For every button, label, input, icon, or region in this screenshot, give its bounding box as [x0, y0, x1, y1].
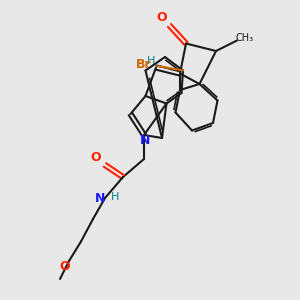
Text: O: O [156, 11, 167, 24]
Text: H: H [110, 191, 119, 202]
Text: O: O [59, 260, 70, 273]
Text: H: H [146, 56, 155, 66]
Text: O: O [91, 151, 101, 164]
Text: N: N [94, 191, 105, 205]
Text: CH₃: CH₃ [236, 33, 253, 43]
Text: N: N [140, 134, 150, 148]
Text: Br: Br [136, 58, 152, 71]
